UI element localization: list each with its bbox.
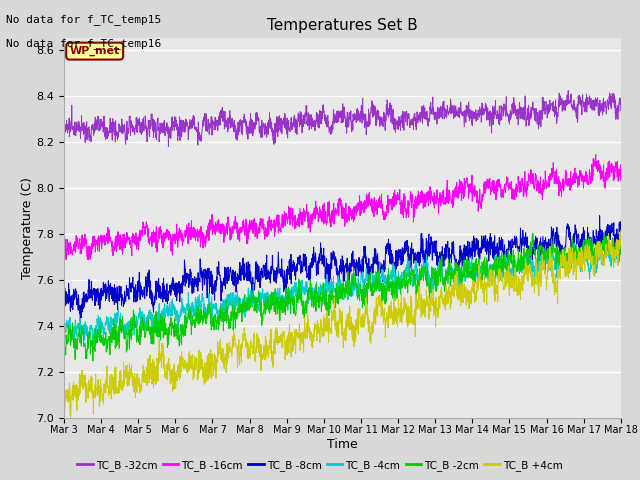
Text: No data for f_TC_temp16: No data for f_TC_temp16 (6, 38, 162, 49)
X-axis label: Time: Time (327, 438, 358, 451)
Y-axis label: Temperature (C): Temperature (C) (20, 177, 34, 279)
Title: Temperatures Set B: Temperatures Set B (267, 18, 418, 33)
Legend: TC_B -32cm, TC_B -16cm, TC_B -8cm, TC_B -4cm, TC_B -2cm, TC_B +4cm: TC_B -32cm, TC_B -16cm, TC_B -8cm, TC_B … (73, 456, 567, 475)
Text: No data for f_TC_temp15: No data for f_TC_temp15 (6, 14, 162, 25)
Text: WP_met: WP_met (70, 46, 120, 56)
